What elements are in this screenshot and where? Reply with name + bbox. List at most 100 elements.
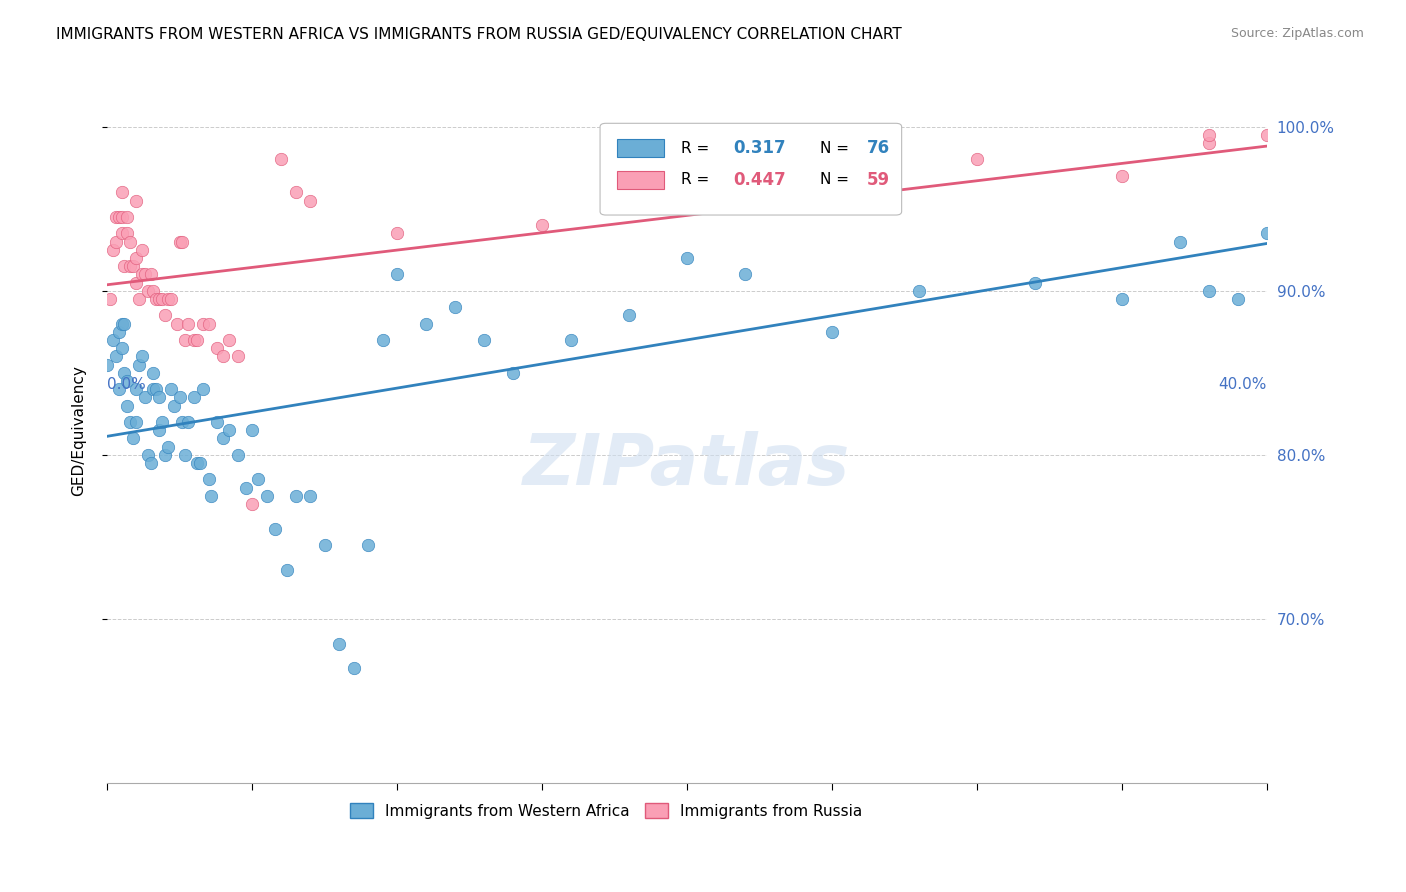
Point: [385, 227, 408, 241]
Y-axis label: GED/Equivalency: GED/Equivalency: [72, 365, 86, 496]
Text: 0.0%: 0.0%: [107, 377, 146, 392]
Point: [314, 538, 336, 552]
Text: N =: N =: [821, 172, 855, 187]
Point: [821, 325, 844, 339]
Point: [142, 382, 165, 396]
Point: [125, 194, 148, 208]
Point: [1198, 128, 1220, 142]
Point: [502, 366, 524, 380]
Point: [1285, 136, 1308, 150]
Point: [107, 325, 129, 339]
Point: [197, 473, 219, 487]
Point: [1285, 128, 1308, 142]
Text: R =: R =: [682, 141, 714, 155]
Point: [139, 268, 162, 282]
Text: ZIPatlas: ZIPatlas: [523, 431, 851, 500]
Point: [114, 366, 136, 380]
Point: [472, 333, 495, 347]
Point: [117, 210, 139, 224]
Point: [531, 218, 554, 232]
Point: [125, 276, 148, 290]
Point: [240, 497, 263, 511]
Point: [160, 292, 183, 306]
Point: [299, 194, 322, 208]
Point: [110, 210, 132, 224]
Text: 59: 59: [868, 170, 890, 189]
Point: [1313, 153, 1336, 167]
Point: [1168, 235, 1191, 249]
Point: [200, 489, 222, 503]
Point: [270, 153, 292, 167]
Point: [207, 415, 229, 429]
Text: R =: R =: [682, 172, 714, 187]
Point: [299, 489, 322, 503]
Point: [676, 251, 699, 265]
Point: [276, 563, 298, 577]
Point: [357, 538, 380, 552]
Point: [160, 382, 183, 396]
Point: [114, 259, 136, 273]
Point: [153, 309, 176, 323]
Point: [240, 423, 263, 437]
Point: [134, 391, 156, 405]
FancyBboxPatch shape: [617, 139, 664, 157]
Point: [107, 382, 129, 396]
Point: [1198, 284, 1220, 298]
Point: [1111, 169, 1133, 183]
FancyBboxPatch shape: [600, 123, 901, 215]
Point: [1343, 128, 1365, 142]
Text: Source: ZipAtlas.com: Source: ZipAtlas.com: [1230, 27, 1364, 40]
Point: [444, 300, 467, 314]
Point: [212, 432, 235, 446]
Point: [177, 415, 200, 429]
Legend: Immigrants from Western Africa, Immigrants from Russia: Immigrants from Western Africa, Immigran…: [343, 797, 868, 825]
Point: [120, 235, 142, 249]
Point: [114, 317, 136, 331]
Point: [560, 333, 582, 347]
Text: 40.0%: 40.0%: [1219, 377, 1267, 392]
Point: [122, 432, 145, 446]
Point: [256, 489, 278, 503]
Point: [153, 448, 176, 462]
Point: [110, 186, 132, 200]
Text: 76: 76: [868, 139, 890, 157]
Point: [142, 284, 165, 298]
Point: [125, 251, 148, 265]
Point: [117, 227, 139, 241]
Point: [226, 448, 249, 462]
Text: IMMIGRANTS FROM WESTERN AFRICA VS IMMIGRANTS FROM RUSSIA GED/EQUIVALENCY CORRELA: IMMIGRANTS FROM WESTERN AFRICA VS IMMIGR…: [56, 27, 903, 42]
Point: [1111, 292, 1133, 306]
Point: [1256, 227, 1278, 241]
Point: [131, 243, 153, 257]
Point: [120, 415, 142, 429]
Point: [169, 391, 191, 405]
Point: [104, 350, 127, 364]
Point: [163, 399, 186, 413]
Point: [169, 235, 191, 249]
Point: [122, 259, 145, 273]
Point: [104, 235, 127, 249]
Point: [1198, 136, 1220, 150]
Point: [183, 333, 205, 347]
Point: [186, 333, 208, 347]
Point: [166, 317, 188, 331]
Point: [128, 292, 150, 306]
Point: [156, 440, 179, 454]
Point: [1227, 292, 1250, 306]
Point: [145, 382, 167, 396]
Text: 0.447: 0.447: [734, 170, 786, 189]
Point: [218, 333, 240, 347]
Point: [966, 153, 988, 167]
Point: [218, 423, 240, 437]
Point: [284, 186, 307, 200]
Point: [177, 317, 200, 331]
Point: [191, 317, 214, 331]
Point: [1313, 145, 1336, 159]
Point: [125, 382, 148, 396]
Point: [617, 309, 640, 323]
Point: [110, 341, 132, 355]
Point: [197, 317, 219, 331]
Point: [226, 350, 249, 364]
Point: [342, 661, 364, 675]
Point: [148, 292, 170, 306]
